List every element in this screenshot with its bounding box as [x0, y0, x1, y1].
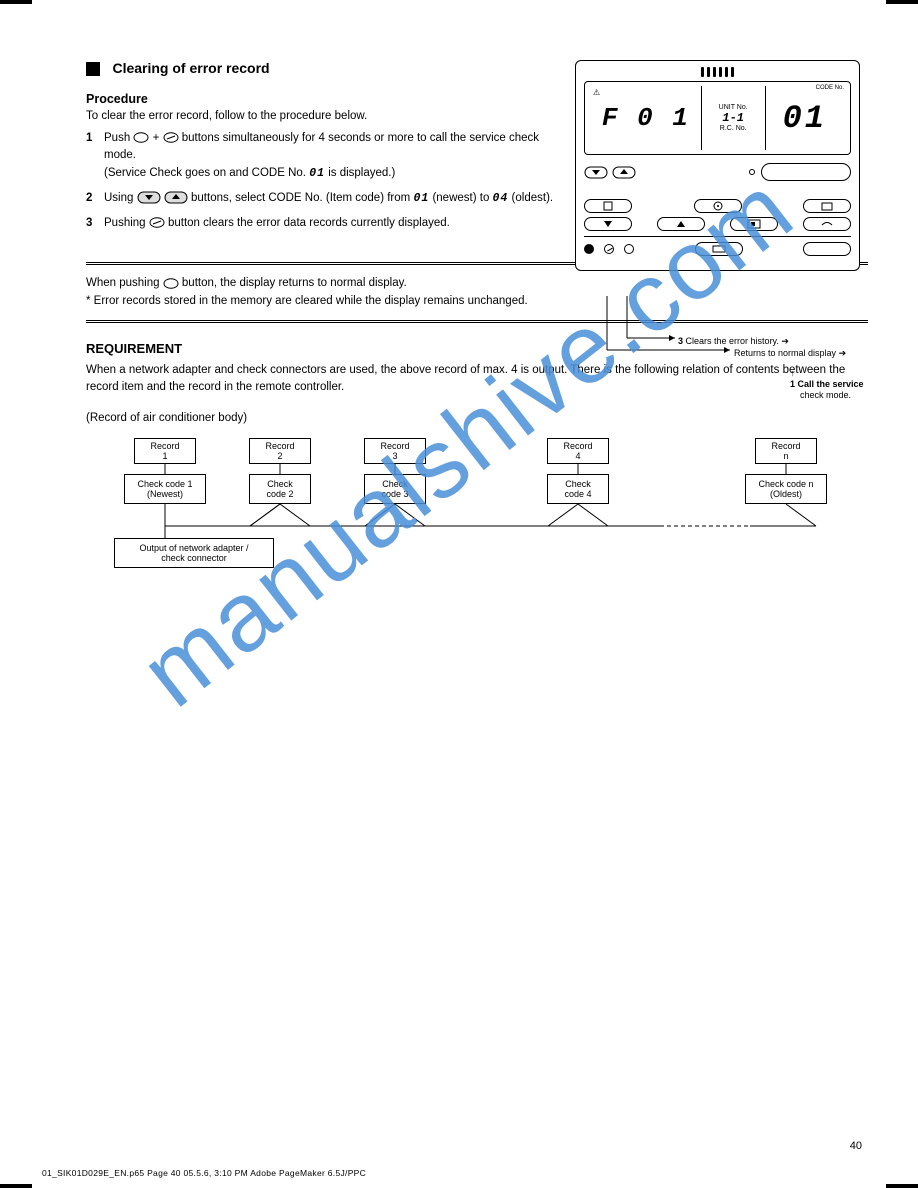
cl-button-icon	[163, 132, 179, 143]
temp-up-button-icon[interactable]	[612, 166, 636, 179]
callout-call-line2: check mode.	[800, 390, 864, 401]
step-number: 1	[86, 130, 104, 182]
box-record-n: Record n	[755, 438, 817, 464]
callout-returns: Returns to normal display ➔	[734, 348, 846, 359]
divider-line	[584, 236, 851, 237]
step2-text-b: buttons, select CODE No. (Item code) fro…	[191, 192, 413, 204]
footer-docid: 01_SIK01D029E_EN.p65 Page 40 05.5.6, 3:1…	[42, 1168, 366, 1178]
lcd-mid-bot: R.C. No.	[720, 125, 747, 132]
temp-down-button-icon[interactable]	[584, 166, 608, 179]
lcd-mid: UNIT No. 1-1 R.C. No.	[701, 86, 766, 150]
box-check-n: Check code n (Oldest)	[745, 474, 827, 504]
arrow-up-icon: ↑	[790, 368, 795, 378]
unit-button[interactable]	[803, 242, 851, 256]
box-check-3: Check code 3	[364, 474, 426, 504]
box-record-3: Record 3	[364, 438, 426, 464]
time-down-button[interactable]	[584, 217, 632, 231]
timer-icon	[821, 201, 833, 211]
lcd-right-value: 01	[766, 86, 844, 150]
test-button-icon	[163, 278, 179, 289]
step2-after: (oldest).	[512, 192, 554, 204]
cl-button[interactable]	[604, 244, 614, 254]
step1-text-a: Push	[104, 132, 133, 144]
lcd-left-value: F 0 1	[591, 86, 701, 150]
box-record-1: Record 1	[134, 438, 196, 464]
record-header: (Record of air conditioner body)	[86, 412, 868, 424]
network-diagram: Record 1 Record 2 Record 3 Record 4 Reco…	[120, 434, 868, 574]
set-icon	[747, 219, 761, 229]
step2-mid: (newest) to	[432, 192, 492, 204]
warning-triangle-icon: ⚠	[593, 88, 600, 97]
fan-button[interactable]	[694, 199, 742, 213]
vent-icon	[584, 67, 851, 77]
filter-icon	[712, 245, 726, 253]
arrow-right-icon: ➔	[839, 348, 847, 358]
mode-button[interactable]	[584, 199, 632, 213]
section-title: Clearing of error record	[112, 60, 269, 76]
vent-button[interactable]	[624, 244, 634, 254]
box-adapter: Output of network adapter / check connec…	[114, 538, 274, 568]
remote-upper: ⚠ CODE No. F 0 1 UNIT No. 1-1 R.C. No. 0…	[575, 60, 860, 190]
led-icon	[749, 169, 755, 175]
on-off-button[interactable]	[761, 163, 851, 181]
box-check-2: Check code 2	[249, 474, 311, 504]
lcd-codeno-label: CODE No.	[816, 85, 844, 91]
box-record-4: Record 4	[547, 438, 609, 464]
swing-button[interactable]	[803, 217, 851, 231]
remote-lower	[575, 189, 860, 271]
fan-icon	[713, 201, 723, 211]
step-1: 1 Push + buttons simultaneously for 4 se…	[86, 130, 566, 182]
test-button[interactable]	[584, 244, 594, 254]
callout-returns-text: Returns to normal display	[734, 348, 836, 358]
test-button-icon	[133, 132, 149, 143]
page-number: 40	[850, 1140, 862, 1152]
step2-text-a: Using	[104, 192, 137, 204]
step1-after2: is displayed.)	[328, 167, 395, 179]
swing-icon	[820, 219, 834, 229]
set-button[interactable]	[730, 217, 778, 231]
cl-button-icon	[149, 217, 165, 228]
callout-clears-text: Clears the error history.	[686, 336, 779, 346]
square-bullet-icon	[86, 62, 100, 76]
box-check-4: Check code 4	[547, 474, 609, 504]
step3-text-a: Pushing	[104, 217, 149, 229]
callout-clears: 3 Clears the error history. ➔	[678, 336, 789, 347]
procedure-heading: Procedure	[86, 92, 566, 106]
timer-button[interactable]	[803, 199, 851, 213]
step-number: 3	[86, 215, 104, 232]
step1-text-b: +	[153, 132, 163, 144]
temp-down-button-icon	[137, 191, 161, 204]
box-record-2: Record 2	[249, 438, 311, 464]
step1-after: (Service Check goes on and CODE No.	[104, 167, 309, 179]
square-icon	[603, 201, 613, 211]
chevron-up-icon	[677, 220, 685, 228]
lcd-mid-val: 1-1	[722, 111, 744, 125]
procedure-note: To clear the error record, follow to the…	[86, 110, 566, 122]
step1-code: 01	[309, 167, 325, 180]
time-up-button[interactable]	[657, 217, 705, 231]
lcd-mid-top: UNIT No.	[719, 104, 748, 111]
callout-call-mode: ↑ 1 Call the service check mode.	[790, 368, 864, 400]
step3-text-b: button clears the error data records cur…	[168, 217, 450, 229]
step-2: 2 Using buttons, select CODE No. (Item c…	[86, 190, 566, 207]
chevron-down-icon	[604, 220, 612, 228]
step-number: 2	[86, 190, 104, 207]
step2-code-from: 01	[413, 192, 429, 205]
remote-controller: ⚠ CODE No. F 0 1 UNIT No. 1-1 R.C. No. 0…	[575, 60, 860, 271]
box-check-1: Check code 1 (Newest)	[124, 474, 206, 504]
lcd-display: ⚠ CODE No. F 0 1 UNIT No. 1-1 R.C. No. 0…	[584, 81, 851, 155]
temp-up-button-icon	[164, 191, 188, 204]
arrow-right-icon: ➔	[781, 336, 789, 346]
filter-button[interactable]	[695, 242, 743, 256]
step-3: 3 Pushing button clears the error data r…	[86, 215, 566, 232]
step2-code-to: 04	[493, 192, 509, 205]
callout-call-line1: 1 Call the service	[790, 379, 864, 389]
